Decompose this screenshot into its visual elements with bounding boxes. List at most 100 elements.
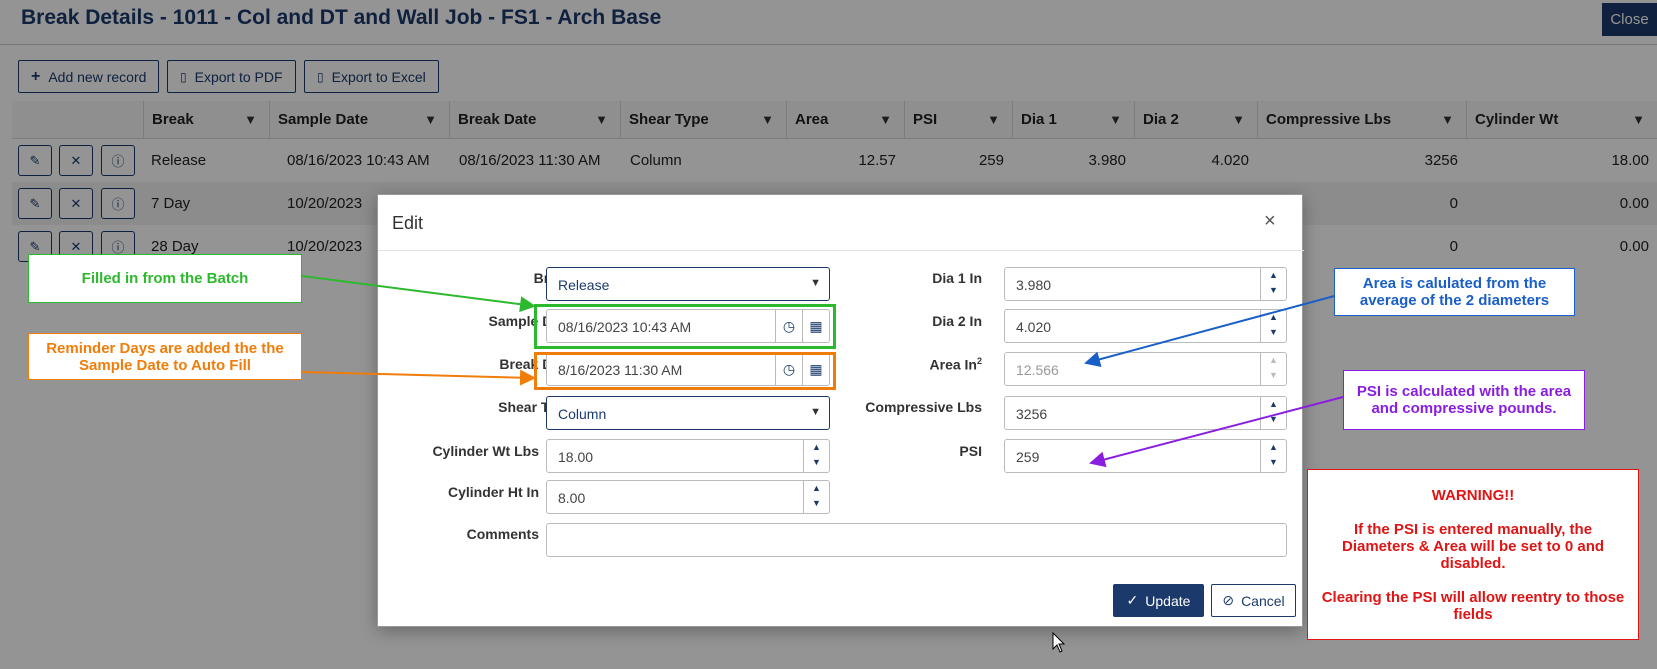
clock-icon[interactable]: ◷: [775, 310, 802, 342]
column-header-shear-type[interactable]: Shear Type ▼: [620, 101, 786, 139]
chevron-down-icon: ▼: [810, 277, 821, 289]
column-header-dia2[interactable]: Dia 2 ▼: [1134, 101, 1257, 139]
cell-sample-date: 10/20/2023: [287, 238, 363, 255]
export-pdf-label: Export to PDF: [194, 68, 283, 85]
dia1-input[interactable]: 3.980 ▲ ▼: [1004, 267, 1287, 301]
update-button[interactable]: ✓ Update: [1113, 584, 1204, 617]
pdf-file-icon: ▯: [180, 69, 187, 84]
filter-icon[interactable]: ▼: [1109, 112, 1122, 127]
area-label: Area In2: [929, 356, 982, 373]
sample-date-highlight: [534, 304, 836, 349]
filter-icon[interactable]: ▼: [987, 112, 1000, 127]
comments-input[interactable]: [546, 523, 1287, 557]
psi-input[interactable]: 259 ▲ ▼: [1004, 439, 1287, 473]
info-row-button[interactable]: ⓘ: [101, 145, 135, 176]
export-pdf-button[interactable]: ▯ Export to PDF: [167, 60, 296, 93]
edit-row-button[interactable]: ✎: [18, 145, 52, 176]
filter-icon[interactable]: ▼: [1441, 112, 1454, 127]
excel-file-icon: ▯: [317, 69, 324, 84]
grid-header: Break ▼ Sample Date ▼ Break Date ▼ Shear Ty…: [12, 101, 1657, 139]
warning-body-1: If the PSI is entered manually, the Diam…: [1341, 520, 1605, 572]
filter-icon[interactable]: ▼: [761, 112, 774, 127]
check-icon: ✓: [1126, 592, 1139, 608]
cancel-icon: ⊘: [1222, 592, 1235, 608]
comments-label: Comments: [466, 526, 539, 542]
spinner-arrows-icon[interactable]: ▲ ▼: [1260, 397, 1286, 429]
spinner-arrows-icon[interactable]: ▲ ▼: [803, 440, 829, 472]
cylinder-wt-input[interactable]: 18.00 ▲ ▼: [546, 439, 830, 473]
dia2-input[interactable]: 4.020 ▲ ▼: [1004, 309, 1287, 343]
cylinder-ht-input[interactable]: 8.00 ▲ ▼: [546, 480, 830, 514]
filter-icon[interactable]: ▼: [424, 112, 437, 127]
column-header-area[interactable]: Area ▼: [786, 101, 904, 139]
shear-type-dropdown[interactable]: Column ▼: [546, 396, 830, 430]
cell-sample-date: 08/16/2023 10:43 AM: [287, 152, 430, 169]
cell-break: 7 Day: [151, 195, 191, 212]
calendar-icon[interactable]: ▦: [802, 310, 829, 342]
sample-date-input[interactable]: 08/16/2023 10:43 AM ◷ ▦: [546, 309, 830, 343]
clock-icon[interactable]: ◷: [775, 353, 802, 385]
area-input: 12.566 ▲ ▼: [1004, 352, 1287, 386]
chevron-down-icon: ▼: [810, 406, 821, 418]
column-header-sample-date[interactable]: Sample Date ▼: [269, 101, 449, 139]
cell-area: 12.57: [858, 152, 896, 169]
cylinder-wt-label: Cylinder Wt Lbs: [432, 443, 539, 459]
cell-shear-type: Column: [630, 152, 682, 169]
table-row: ✎ ✕ ⓘ Release 08/16/2023 10:43 AM 08/16/…: [12, 139, 1657, 182]
dialog-close-icon[interactable]: ×: [1264, 210, 1276, 232]
dialog-header-divider: [378, 250, 1304, 251]
dia2-label: Dia 2 In: [932, 313, 982, 329]
add-new-record-button[interactable]: + Add new record: [18, 60, 160, 93]
cancel-button[interactable]: ⊘ Cancel: [1211, 584, 1296, 617]
reminder-callout: Reminder Days are added the the Sample D…: [28, 333, 302, 380]
cell-dia2: 4.020: [1211, 152, 1249, 169]
cell-compressive: 0: [1449, 238, 1458, 255]
filter-icon[interactable]: ▼: [595, 112, 608, 127]
edit-row-button[interactable]: ✎: [18, 188, 52, 219]
dialog-title: Edit: [392, 213, 424, 233]
filter-icon[interactable]: ▼: [1632, 112, 1645, 127]
compressive-lbs-label: Compressive Lbs: [865, 399, 982, 415]
column-header-break-date[interactable]: Break Date ▼: [449, 101, 620, 139]
delete-row-button[interactable]: ✕: [59, 145, 93, 176]
area-callout: Area is calulated from the average of th…: [1334, 268, 1575, 316]
filter-icon[interactable]: ▼: [879, 112, 892, 127]
break-date-highlight: [534, 352, 836, 390]
break-dropdown[interactable]: Release ▼: [546, 267, 830, 301]
cell-compressive: 0: [1449, 195, 1458, 212]
column-header-cylinder-wt[interactable]: Cylinder Wt ▼: [1466, 101, 1657, 139]
export-excel-label: Export to Excel: [331, 68, 426, 85]
column-header-break[interactable]: Break ▼: [143, 101, 269, 139]
cell-sample-date: 10/20/2023: [287, 195, 363, 212]
filter-icon[interactable]: ▼: [244, 112, 257, 127]
plus-icon: +: [31, 67, 41, 85]
warning-callout: WARNING!! If the PSI is entered manually…: [1307, 469, 1639, 640]
spinner-arrows-icon[interactable]: ▲ ▼: [1260, 268, 1286, 300]
cell-break: 28 Day: [151, 238, 199, 255]
spinner-arrows-icon[interactable]: ▲ ▼: [1260, 440, 1286, 472]
column-header-dia1[interactable]: Dia 1 ▼: [1012, 101, 1134, 139]
spinner-arrows-icon[interactable]: ▲ ▼: [1260, 310, 1286, 342]
delete-row-button[interactable]: ✕: [59, 188, 93, 219]
close-page-button[interactable]: Close: [1602, 3, 1657, 36]
cell-cylinder-wt: 0.00: [1619, 195, 1649, 212]
cell-break-date: 08/16/2023 11:30 AM: [459, 152, 601, 169]
add-new-record-label: Add new record: [48, 68, 147, 85]
cell-dia1: 3.980: [1088, 152, 1126, 169]
cell-compressive: 3256: [1424, 152, 1458, 169]
export-excel-button[interactable]: ▯ Export to Excel: [304, 60, 439, 93]
calendar-icon[interactable]: ▦: [802, 353, 829, 385]
warning-title: WARNING!!: [1431, 486, 1515, 504]
psi-label: PSI: [959, 443, 982, 459]
psi-callout: PSI is calculated with the area and comp…: [1343, 370, 1585, 430]
column-header-psi[interactable]: PSI ▼: [904, 101, 1012, 139]
filter-icon[interactable]: ▼: [1232, 112, 1245, 127]
edit-dialog: Edit × Break* Release▼ Sample Date* 08/1…: [377, 194, 1304, 627]
cell-break: Release: [151, 152, 207, 169]
spinner-arrows-icon[interactable]: ▲ ▼: [803, 481, 829, 513]
compressive-lbs-input[interactable]: 3256 ▲ ▼: [1004, 396, 1287, 430]
cell-cylinder-wt: 0.00: [1619, 238, 1649, 255]
column-header-compressive-lbs[interactable]: Compressive Lbs ▼: [1257, 101, 1466, 139]
page-title: Break Details - 1011 - Col and DT and Wa…: [21, 6, 662, 29]
info-row-button[interactable]: ⓘ: [101, 188, 135, 219]
